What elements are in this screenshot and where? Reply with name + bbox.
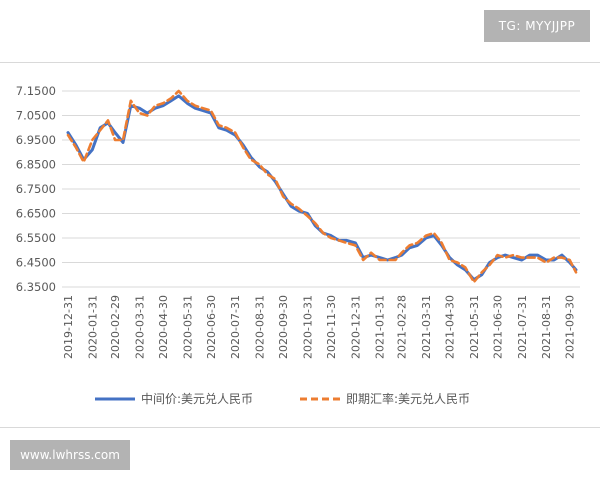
x-tick-label: 2020-09-30	[277, 295, 290, 359]
series-lines	[66, 89, 578, 284]
watermark-top-badge: TG: MYYJJPP	[484, 10, 590, 42]
legend-label: 即期汇率:美元兑人民币	[346, 391, 470, 406]
x-tick-label: 2021-06-30	[491, 295, 504, 359]
y-tick-label: 6.4500	[16, 256, 56, 270]
y-axis-ticks: 6.3500 6.4500 6.5500 6.6500 6.7500 6.8500 6.95…	[16, 84, 56, 294]
x-tick-label: 2020-08-31	[254, 295, 267, 359]
watermark-bottom-text: www.lwhrss.com	[20, 448, 120, 462]
watermark-bottom-badge: www.lwhrss.com	[10, 440, 130, 470]
x-tick-label: 2019-12-31	[62, 295, 75, 359]
x-tick-label: 2020-10-31	[301, 295, 314, 359]
x-tick-label: 2020-03-31	[133, 295, 146, 359]
x-axis-ticks: 2019-12-31 2020-01-31 2020-02-29 2020-03-31…	[62, 295, 577, 359]
x-tick-label: 2020-07-31	[229, 295, 242, 359]
x-tick-label: 2021-02-28	[396, 295, 409, 359]
x-tick-label: 2021-03-31	[420, 295, 433, 359]
x-tick-label: 2020-12-31	[349, 295, 362, 359]
y-tick-label: 6.3500	[16, 280, 56, 294]
line-chart: 6.3500 6.4500 6.5500 6.6500 6.7500 6.8500 6.95…	[16, 84, 580, 406]
y-tick-label: 6.7500	[16, 182, 56, 196]
legend: 中间价:美元兑人民币 即期汇率:美元兑人民币	[95, 391, 470, 406]
legend-label: 中间价:美元兑人民币	[141, 391, 253, 406]
y-tick-label: 6.5500	[16, 231, 56, 245]
x-tick-label: 2020-06-30	[205, 295, 218, 359]
x-tick-label: 2020-01-31	[86, 295, 99, 359]
series-line-middle-rate	[66, 94, 578, 282]
x-tick-label: 2021-04-30	[444, 295, 457, 359]
x-tick-label: 2020-05-31	[181, 295, 194, 359]
y-tick-label: 6.8500	[16, 158, 56, 172]
watermark-top-text: TG: MYYJJPP	[498, 19, 576, 33]
x-tick-label: 2021-07-31	[516, 295, 529, 359]
x-tick-label: 2021-05-31	[468, 295, 481, 359]
x-tick-label: 2021-09-30	[564, 295, 577, 359]
chart-frame: 6.3500 6.4500 6.5500 6.6500 6.7500 6.8500 6.95…	[0, 62, 600, 428]
y-tick-label: 7.0500	[16, 109, 56, 123]
y-tick-label: 6.9500	[16, 133, 56, 147]
x-tick-label: 2020-02-29	[109, 295, 122, 359]
y-tick-label: 6.6500	[16, 207, 56, 221]
y-tick-label: 7.1500	[16, 84, 56, 98]
series-line-spot-rate	[66, 89, 578, 284]
x-tick-label: 2020-04-30	[157, 295, 170, 359]
x-tick-label: 2020-11-30	[325, 295, 338, 359]
x-tick-label: 2021-08-31	[540, 295, 553, 359]
x-tick-label: 2021-01-31	[374, 295, 387, 359]
gridlines	[62, 90, 580, 288]
